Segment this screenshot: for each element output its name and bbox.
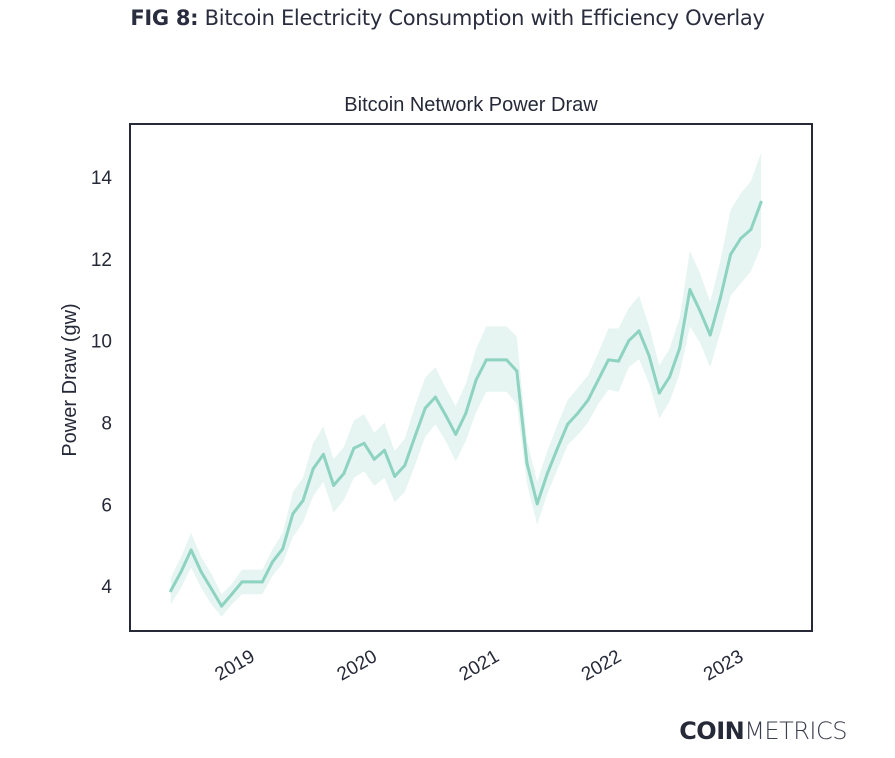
- data-point: [209, 587, 213, 591]
- data-point: [372, 457, 376, 461]
- y-tick-label: 10: [91, 332, 112, 353]
- line-layer: [169, 200, 763, 608]
- y-axis-label: Power Draw (gw): [59, 303, 81, 456]
- data-point: [576, 411, 580, 415]
- data-point: [464, 411, 468, 415]
- data-point: [657, 391, 661, 395]
- data-point: [169, 589, 173, 593]
- confidence-band: [170, 152, 762, 617]
- data-point: [749, 228, 753, 231]
- data-point: [586, 398, 590, 402]
- data-point: [637, 329, 641, 333]
- data-point: [260, 580, 264, 584]
- data-point: [668, 375, 671, 379]
- data-point: [688, 288, 692, 292]
- figure-label: FIG 8:: [130, 6, 199, 30]
- data-point: [291, 512, 295, 516]
- x-tick-label: 2020: [334, 646, 381, 685]
- data-point: [352, 446, 356, 450]
- data-point: [698, 309, 702, 313]
- data-point: [484, 358, 488, 362]
- data-point: [515, 369, 519, 373]
- data-point: [342, 472, 346, 476]
- confidence-band-layer: [170, 152, 762, 617]
- data-point: [220, 604, 224, 608]
- data-point: [505, 358, 509, 362]
- y-tick-label: 14: [91, 168, 113, 189]
- data-point: [596, 378, 600, 382]
- figure-title: FIG 8: Bitcoin Electricity Consumption w…: [0, 6, 895, 30]
- data-point: [383, 448, 386, 452]
- y-tick-label: 12: [91, 250, 112, 271]
- data-point: [759, 200, 763, 204]
- data-point: [413, 434, 417, 438]
- y-tick-label: 6: [101, 495, 112, 516]
- data-point: [301, 499, 305, 503]
- x-tick-label: 2019: [211, 646, 258, 685]
- data-point: [444, 413, 448, 417]
- x-tick-label: 2021: [456, 646, 503, 685]
- data-point: [494, 358, 498, 362]
- data-point: [250, 580, 254, 584]
- chart-title: Bitcoin Network Power Draw: [344, 94, 598, 116]
- y-tick-label: 8: [101, 414, 112, 435]
- x-tick-label: 2022: [578, 646, 625, 685]
- plot-frame: [129, 123, 813, 632]
- data-point: [311, 467, 315, 471]
- data-point: [545, 472, 549, 476]
- data-point: [321, 452, 325, 456]
- data-point: [474, 378, 478, 382]
- data-point: [708, 333, 712, 337]
- data-point: [189, 548, 193, 552]
- data-point: [525, 461, 529, 465]
- data-point: [199, 570, 203, 574]
- data-point: [454, 432, 458, 436]
- data-point: [617, 359, 621, 363]
- data-point: [718, 296, 722, 300]
- y-tick-label: 4: [101, 577, 112, 598]
- figure-title-text: Bitcoin Electricity Consumption with Eff…: [204, 6, 765, 30]
- data-point: [433, 395, 437, 399]
- brand-bold: COIN: [679, 717, 745, 745]
- data-point: [271, 560, 274, 564]
- x-tick-label: 2023: [700, 646, 747, 685]
- data-point: [179, 570, 183, 574]
- x-ticks: 2019 2020 2021 2022 2023: [211, 646, 747, 685]
- data-point: [556, 446, 559, 450]
- data-point: [627, 339, 631, 343]
- data-point: [566, 422, 570, 426]
- data-point: [423, 406, 427, 410]
- data-point: [230, 592, 234, 596]
- data-point: [739, 237, 743, 240]
- data-point: [678, 346, 682, 350]
- data-point: [240, 580, 244, 584]
- data-point: [281, 547, 285, 551]
- data-point: [332, 483, 336, 487]
- coinmetrics-logo: COINMETRICS: [679, 717, 847, 745]
- brand-light: METRICS: [744, 717, 847, 745]
- y-ticks: 4 6 8 10 12 14: [91, 168, 113, 598]
- data-point: [393, 474, 397, 478]
- data-point: [606, 358, 610, 362]
- data-point: [403, 463, 407, 467]
- data-point: [535, 502, 539, 506]
- data-point: [362, 441, 366, 445]
- data-point: [647, 354, 651, 358]
- data-point: [729, 252, 733, 256]
